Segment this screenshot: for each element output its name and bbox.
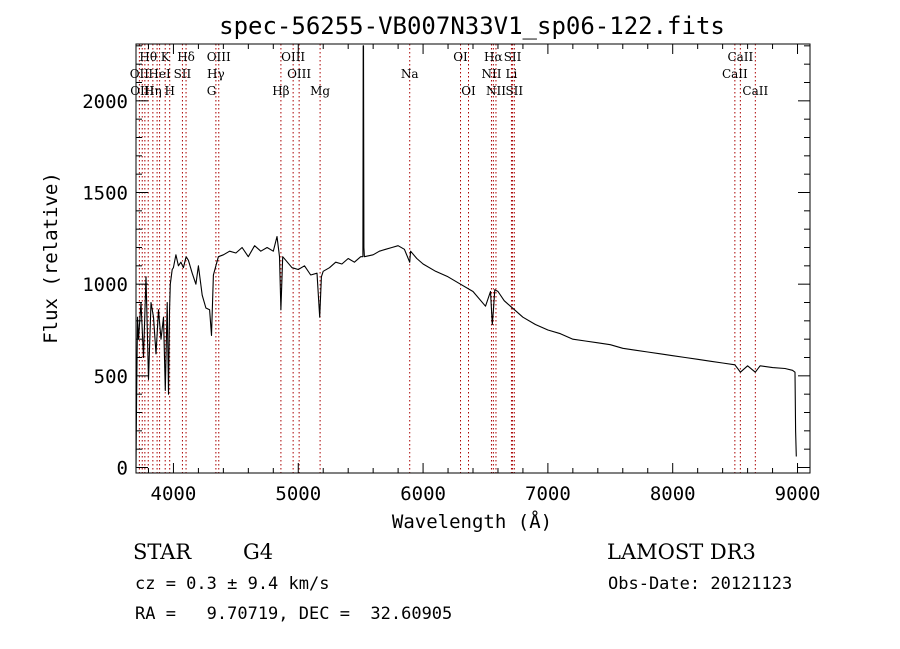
redshift-line: cz = 0.3 ± 9.4 km/s <box>135 574 329 594</box>
line-label: CaII <box>722 67 748 81</box>
line-label: Mg <box>310 84 330 98</box>
class-label: STAR <box>133 540 192 564</box>
line-label: SII <box>174 67 192 81</box>
x-axis-ticks: 4000 5000 6000 7000 8000 9000 <box>147 44 821 505</box>
y-tick-label: 1000 <box>82 274 128 296</box>
survey-label: LAMOST DR3 <box>607 540 756 564</box>
line-label: OIII <box>207 50 231 64</box>
line-label: HeI <box>148 67 171 81</box>
spectrum-line <box>135 45 797 468</box>
line-label: G <box>207 84 217 98</box>
line-label: Hβ <box>272 84 289 98</box>
line-label: OIII <box>287 67 311 81</box>
x-tick-label: 7000 <box>525 483 571 505</box>
line-label: Li <box>506 67 518 81</box>
line-label: CaII <box>727 50 753 64</box>
line-markers <box>138 44 756 473</box>
line-label: Hθ <box>139 50 157 64</box>
x-tick-label: 8000 <box>650 483 696 505</box>
line-label: Hη <box>144 84 162 98</box>
x-tick-label: 6000 <box>400 483 446 505</box>
line-label: CaII <box>742 84 768 98</box>
line-label: Hα <box>484 50 503 64</box>
line-label: OII <box>130 67 150 81</box>
line-label: OI <box>453 50 468 64</box>
line-label: K <box>161 50 171 64</box>
y-tick-label: 2000 <box>82 91 128 113</box>
line-label: NII <box>481 67 501 81</box>
x-tick-label: 5000 <box>275 483 321 505</box>
y-tick-label: 1500 <box>82 183 128 205</box>
x-axis-label: Wavelength (Å) <box>392 510 552 533</box>
x-tick-label: 9000 <box>775 483 821 505</box>
y-axis-label: Flux (relative) <box>40 172 62 344</box>
line-label: Hδ <box>177 50 195 64</box>
line-label: SII <box>505 84 523 98</box>
coordinates-line: RA = 9.70719, DEC = 32.60905 <box>135 604 452 624</box>
line-label: Na <box>401 67 419 81</box>
line-label: NII <box>486 84 506 98</box>
y-tick-label: 0 <box>117 458 128 480</box>
line-label: H <box>164 84 174 98</box>
obs-date: Obs-Date: 20121123 <box>608 574 792 594</box>
y-tick-label: 500 <box>94 366 128 388</box>
line-label: SII <box>504 50 522 64</box>
line-label: OI <box>461 84 476 98</box>
x-tick-label: 4000 <box>151 483 197 505</box>
y-axis-ticks: 0 500 1000 1500 2000 <box>82 45 810 480</box>
subclass-label: G4 <box>243 540 273 564</box>
line-label: OIII <box>281 50 305 64</box>
chart-title: spec-56255-VB007N33V1_sp06-122.fits <box>219 12 725 40</box>
line-label: Hγ <box>207 67 225 81</box>
